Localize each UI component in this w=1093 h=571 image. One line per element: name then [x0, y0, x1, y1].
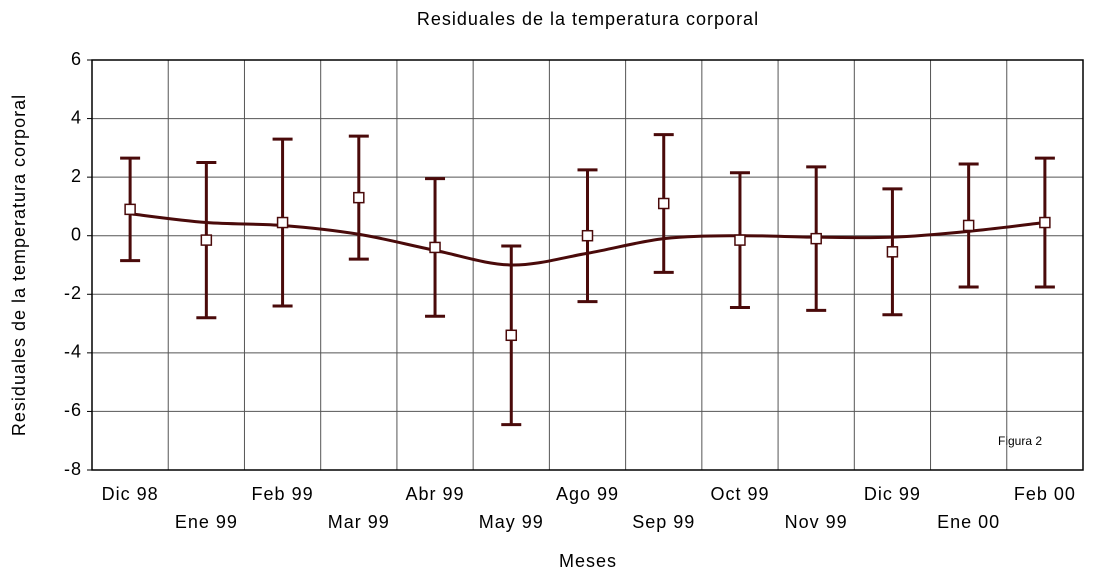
marker [657, 197, 670, 210]
marker [124, 203, 136, 216]
x-tick-label: Feb 99 [252, 484, 314, 504]
x-tick-label: Dic 98 [102, 484, 159, 504]
marker [962, 219, 975, 232]
marker [1039, 216, 1051, 229]
x-tick-label: Nov 99 [785, 512, 848, 532]
x-tick-label: Ene 99 [175, 512, 238, 532]
x-tick-label: Abr 99 [406, 484, 465, 504]
x-tick-label: Mar 99 [328, 512, 390, 532]
x-tick-label: Dic 99 [864, 484, 921, 504]
x-tick-label: Oct 99 [710, 484, 769, 504]
y-tick-label: -8 [64, 459, 82, 479]
x-tick-label: Feb 00 [1014, 484, 1076, 504]
marker [505, 329, 518, 342]
x-tick-label: Sep 99 [632, 512, 695, 532]
marker [276, 216, 289, 229]
y-tick-label: 6 [71, 49, 82, 69]
y-tick-label: 4 [71, 107, 82, 127]
chart-title: Residuales de la temperatura corporal [417, 9, 759, 29]
marker [581, 229, 594, 242]
y-axis-label: Residuales de la temperatura corporal [9, 94, 29, 436]
marker [353, 191, 365, 204]
y-tick-label: -6 [64, 400, 82, 420]
x-axis-label: Meses [559, 551, 617, 571]
marker [429, 241, 441, 254]
x-tick-label: Ago 99 [556, 484, 619, 504]
y-tick-label: 0 [71, 224, 82, 244]
y-tick-label: -4 [64, 342, 82, 362]
marker [200, 234, 213, 246]
y-tick-label: -2 [64, 283, 82, 303]
y-tick-label: 2 [71, 166, 82, 186]
x-tick-label: Ene 00 [937, 512, 1000, 532]
marker [810, 232, 822, 245]
plot-frame [91, 59, 1084, 471]
x-tick-label: May 99 [479, 512, 544, 532]
marker [734, 234, 746, 246]
marker [886, 246, 899, 258]
annotation: Figura 2 [998, 434, 1042, 448]
